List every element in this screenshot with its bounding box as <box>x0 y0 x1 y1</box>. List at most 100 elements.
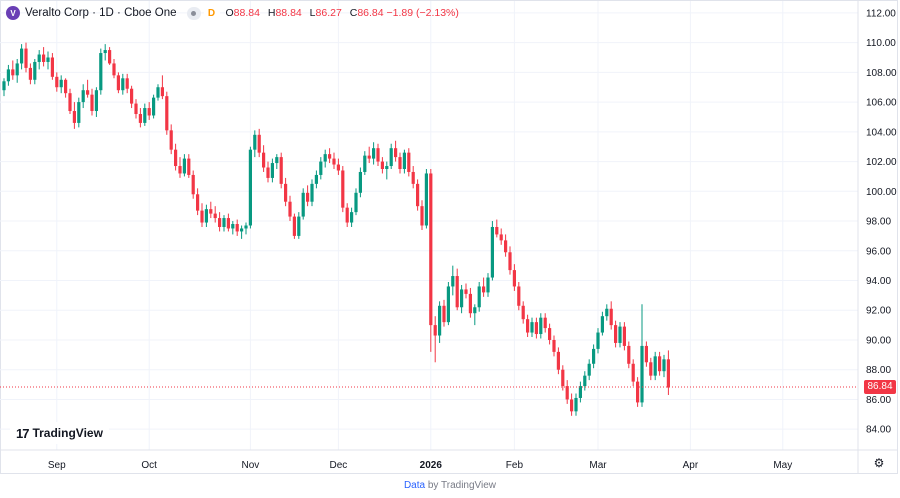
x-tick-label: 2026 <box>420 460 443 471</box>
low-key: L <box>309 7 316 19</box>
y-tick-label: 96.00 <box>866 246 891 257</box>
candle-body <box>442 305 446 323</box>
candle-body <box>244 225 248 229</box>
candle-body <box>196 194 200 211</box>
open-value: 88.84 <box>233 7 260 19</box>
candle-body <box>662 359 666 372</box>
candle-body <box>380 161 384 170</box>
y-tick-label: 94.00 <box>866 276 891 287</box>
close-key: C <box>349 7 358 19</box>
candle-body <box>292 216 296 236</box>
candle-body <box>666 359 670 388</box>
candle-body <box>37 54 41 62</box>
candle-body <box>644 345 648 363</box>
candle-body <box>253 134 257 150</box>
candle-body <box>552 339 556 352</box>
candle-body <box>20 48 24 64</box>
market-status-icon[interactable] <box>186 6 201 20</box>
candle-body <box>460 289 464 308</box>
candle-body <box>288 201 292 217</box>
candle-body <box>618 326 622 343</box>
candle-body <box>152 97 156 116</box>
candle-body <box>28 67 32 80</box>
candle-body <box>55 76 59 88</box>
candle-body <box>565 386 569 400</box>
candle-body <box>200 210 204 223</box>
candle-body <box>6 69 10 82</box>
candle-body <box>596 332 600 349</box>
x-tick-label: Sep <box>48 460 66 471</box>
candle-body <box>156 87 160 98</box>
candle-body <box>341 170 345 208</box>
candle-body <box>81 90 85 103</box>
candlestick-chart[interactable]: 112.00 110.00 108.00 106.00 104.00 102.00 100.… <box>0 0 900 476</box>
candle-body <box>24 48 28 68</box>
candle-body <box>433 325 437 336</box>
symbol-title[interactable]: Veralto Corp · 1D · Cboe One <box>25 7 177 19</box>
candle-body <box>561 369 565 387</box>
y-tick-label: 86.00 <box>866 395 891 406</box>
candle-body <box>279 157 283 184</box>
candle-body <box>385 166 389 170</box>
candle-body <box>363 155 367 172</box>
candle-body <box>108 50 112 64</box>
candle-body <box>605 308 609 317</box>
y-tick-label: 112.00 <box>866 8 896 19</box>
candle-body <box>86 90 90 95</box>
y-tick-label: 104.00 <box>866 127 897 138</box>
candle-body <box>574 397 578 412</box>
candle-body <box>631 363 635 382</box>
tradingview-logo-text: TradingView <box>32 426 103 440</box>
candle-body <box>539 317 543 335</box>
candle-body <box>182 158 186 174</box>
candle-body <box>512 270 516 287</box>
candle-body <box>438 305 442 336</box>
candle-body <box>486 277 490 293</box>
y-tick-label: 92.00 <box>866 306 891 317</box>
candle-body <box>455 276 459 308</box>
candle-body <box>587 363 591 376</box>
high-value: 88.84 <box>275 7 302 19</box>
candle-body <box>517 286 521 306</box>
candle-body <box>11 69 15 76</box>
candle-body <box>328 154 332 159</box>
candle-body <box>284 183 288 202</box>
low-value: 86.27 <box>315 7 342 19</box>
data-link[interactable]: Data <box>403 480 426 491</box>
chart-frame[interactable] <box>0 0 898 474</box>
candle-body <box>204 209 208 223</box>
y-tick-label: 108.00 <box>866 68 897 79</box>
candle-body <box>72 111 76 123</box>
candle-body <box>310 183 314 202</box>
candle-body <box>622 326 626 346</box>
candle-body <box>530 322 534 333</box>
candle-body <box>174 149 178 167</box>
x-tick-label: Apr <box>683 460 699 471</box>
candle-body <box>213 213 217 219</box>
candle-body <box>130 88 134 104</box>
open-key: O <box>225 7 234 19</box>
candle-body <box>336 164 340 171</box>
candle-body <box>332 158 336 165</box>
candle-body <box>116 75 120 91</box>
y-tick-label: 102.00 <box>866 157 897 168</box>
candle-body <box>504 240 508 253</box>
candle-body <box>257 134 261 153</box>
candle-body <box>446 286 450 323</box>
candle-body <box>301 192 305 217</box>
candle-body <box>543 317 547 329</box>
candle-body <box>534 322 538 335</box>
candle-body <box>556 351 560 370</box>
candle-body <box>187 158 191 175</box>
candle-body <box>266 167 270 178</box>
y-tick-label: 88.00 <box>866 365 891 376</box>
candle-body <box>165 96 169 131</box>
settings-gear-icon[interactable]: ⚙ <box>873 456 885 470</box>
candle-body <box>262 152 266 168</box>
candle-body <box>90 94 94 112</box>
candle-body <box>138 113 142 123</box>
interval-badge[interactable]: D <box>203 6 220 20</box>
tradingview-logo[interactable]: 17 TradingView <box>10 422 109 444</box>
candle-body <box>112 63 116 76</box>
x-tick-label: Feb <box>506 460 524 471</box>
